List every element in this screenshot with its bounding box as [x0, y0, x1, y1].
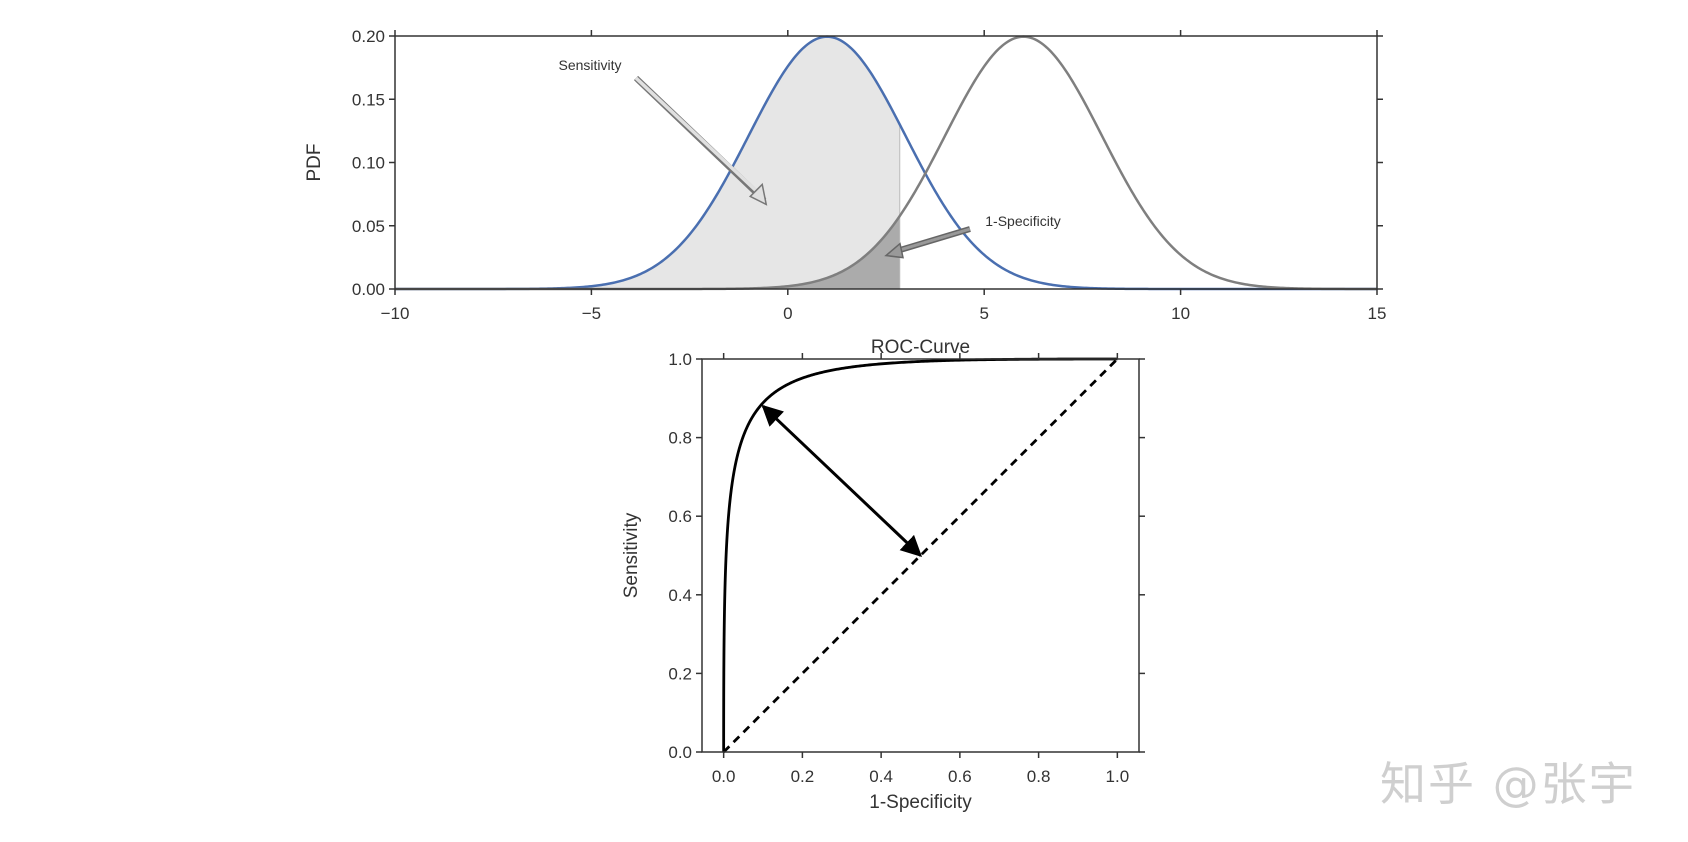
- roc-x-tick-label: 0.2: [791, 767, 815, 786]
- false-positive-area: [395, 216, 900, 289]
- x-tick-label: 10: [1171, 304, 1190, 323]
- watermark: 知乎 @张宇: [1380, 757, 1637, 811]
- roc-x-tick-label: 0.0: [712, 767, 736, 786]
- roc-y-tick-label: 0.0: [668, 743, 692, 762]
- y-tick-label: 0.10: [352, 154, 385, 173]
- x-tick-label: −5: [582, 304, 601, 323]
- roc-y-tick-label: 0.4: [668, 586, 692, 605]
- y-tick-label: 0.05: [352, 217, 385, 236]
- x-tick-label: 15: [1368, 304, 1387, 323]
- roc-y-axis-label: Sensitivity: [621, 512, 642, 598]
- roc-x-tick-label: 0.4: [869, 767, 893, 786]
- roc-curve: [722, 357, 1118, 752]
- annotation-1-specificity: 1-Specificity: [985, 213, 1060, 229]
- x-tick-label: −10: [381, 304, 410, 323]
- specificity-arrow-inner: [897, 227, 971, 253]
- y-tick-label: 0.00: [352, 280, 385, 299]
- y-axis-label: PDF: [304, 144, 325, 182]
- x-tick-label: 5: [979, 304, 988, 323]
- roc-x-axis-label: 1-Specificity: [869, 792, 972, 813]
- sensitivity-arrow-head: [748, 182, 768, 206]
- sensitivity-arrow-inner: [634, 76, 764, 198]
- roc-plot-frame: [701, 358, 1140, 753]
- roc-x-tick-label: 0.8: [1027, 767, 1051, 786]
- chance-line: [722, 358, 1119, 753]
- y-tick-label: 0.20: [352, 27, 385, 46]
- distance-arrow: [761, 404, 923, 557]
- specificity-arrow-head: [884, 242, 904, 259]
- annotation-sensitivity: Sensitivity: [558, 57, 621, 73]
- sensitivity-area: [395, 36, 900, 289]
- roc-y-tick-label: 0.2: [668, 664, 692, 683]
- roc-y-tick-label: 1.0: [668, 350, 692, 369]
- roc-title: ROC-Curve: [871, 337, 970, 358]
- roc-x-tick-label: 1.0: [1106, 767, 1130, 786]
- roc-y-tick-label: 0.8: [668, 429, 692, 448]
- y-tick-label: 0.15: [352, 90, 385, 109]
- x-tick-label: 0: [783, 304, 792, 323]
- roc-y-tick-label: 0.6: [668, 507, 692, 526]
- roc-x-tick-label: 0.6: [948, 767, 972, 786]
